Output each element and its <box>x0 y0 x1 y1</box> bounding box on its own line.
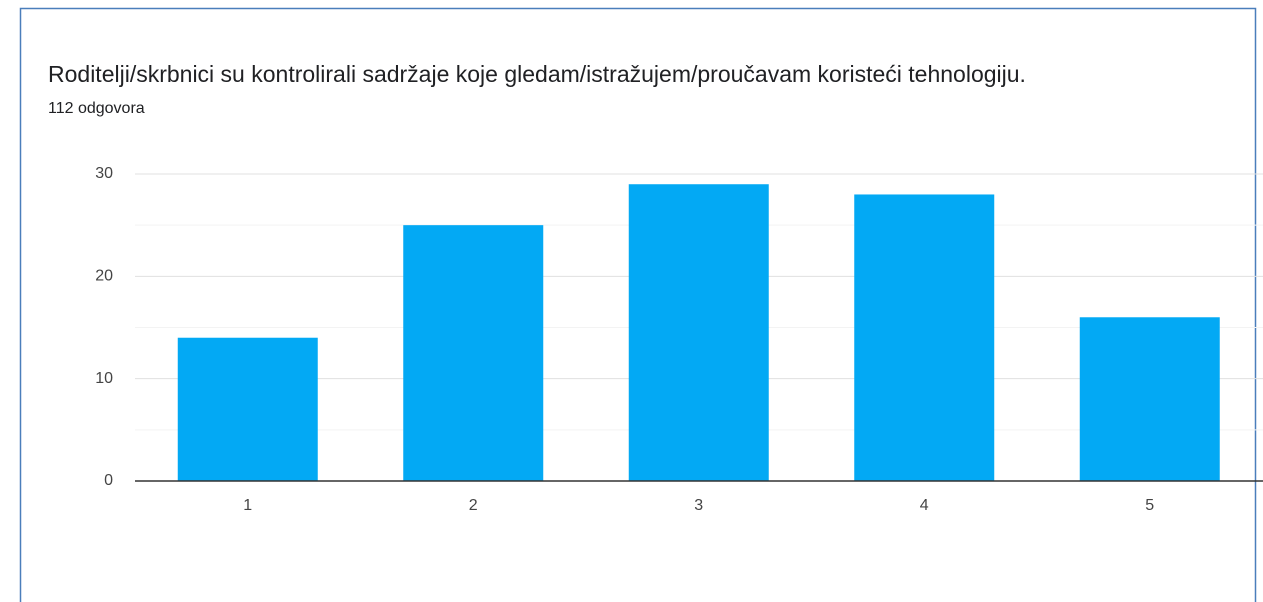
bar <box>403 225 544 481</box>
bar <box>1079 317 1220 481</box>
bar <box>177 337 318 481</box>
x-tick-label: 4 <box>920 497 929 514</box>
y-tick-label: 0 <box>104 472 113 489</box>
y-tick-label: 30 <box>95 165 113 182</box>
bar <box>854 194 995 481</box>
x-tick-label: 2 <box>469 497 478 514</box>
x-tick-label: 5 <box>1145 497 1154 514</box>
y-tick-label: 10 <box>95 370 113 387</box>
bar <box>628 184 769 481</box>
chart-title: Roditelji/skrbnici su kontrolirali sadrž… <box>48 61 1026 87</box>
x-tick-label: 3 <box>694 497 703 514</box>
frame <box>19 7 1257 602</box>
chart-subtitle: 112 odgovora <box>48 100 145 117</box>
y-tick-label: 20 <box>95 268 113 285</box>
x-tick-label: 1 <box>243 497 252 514</box>
